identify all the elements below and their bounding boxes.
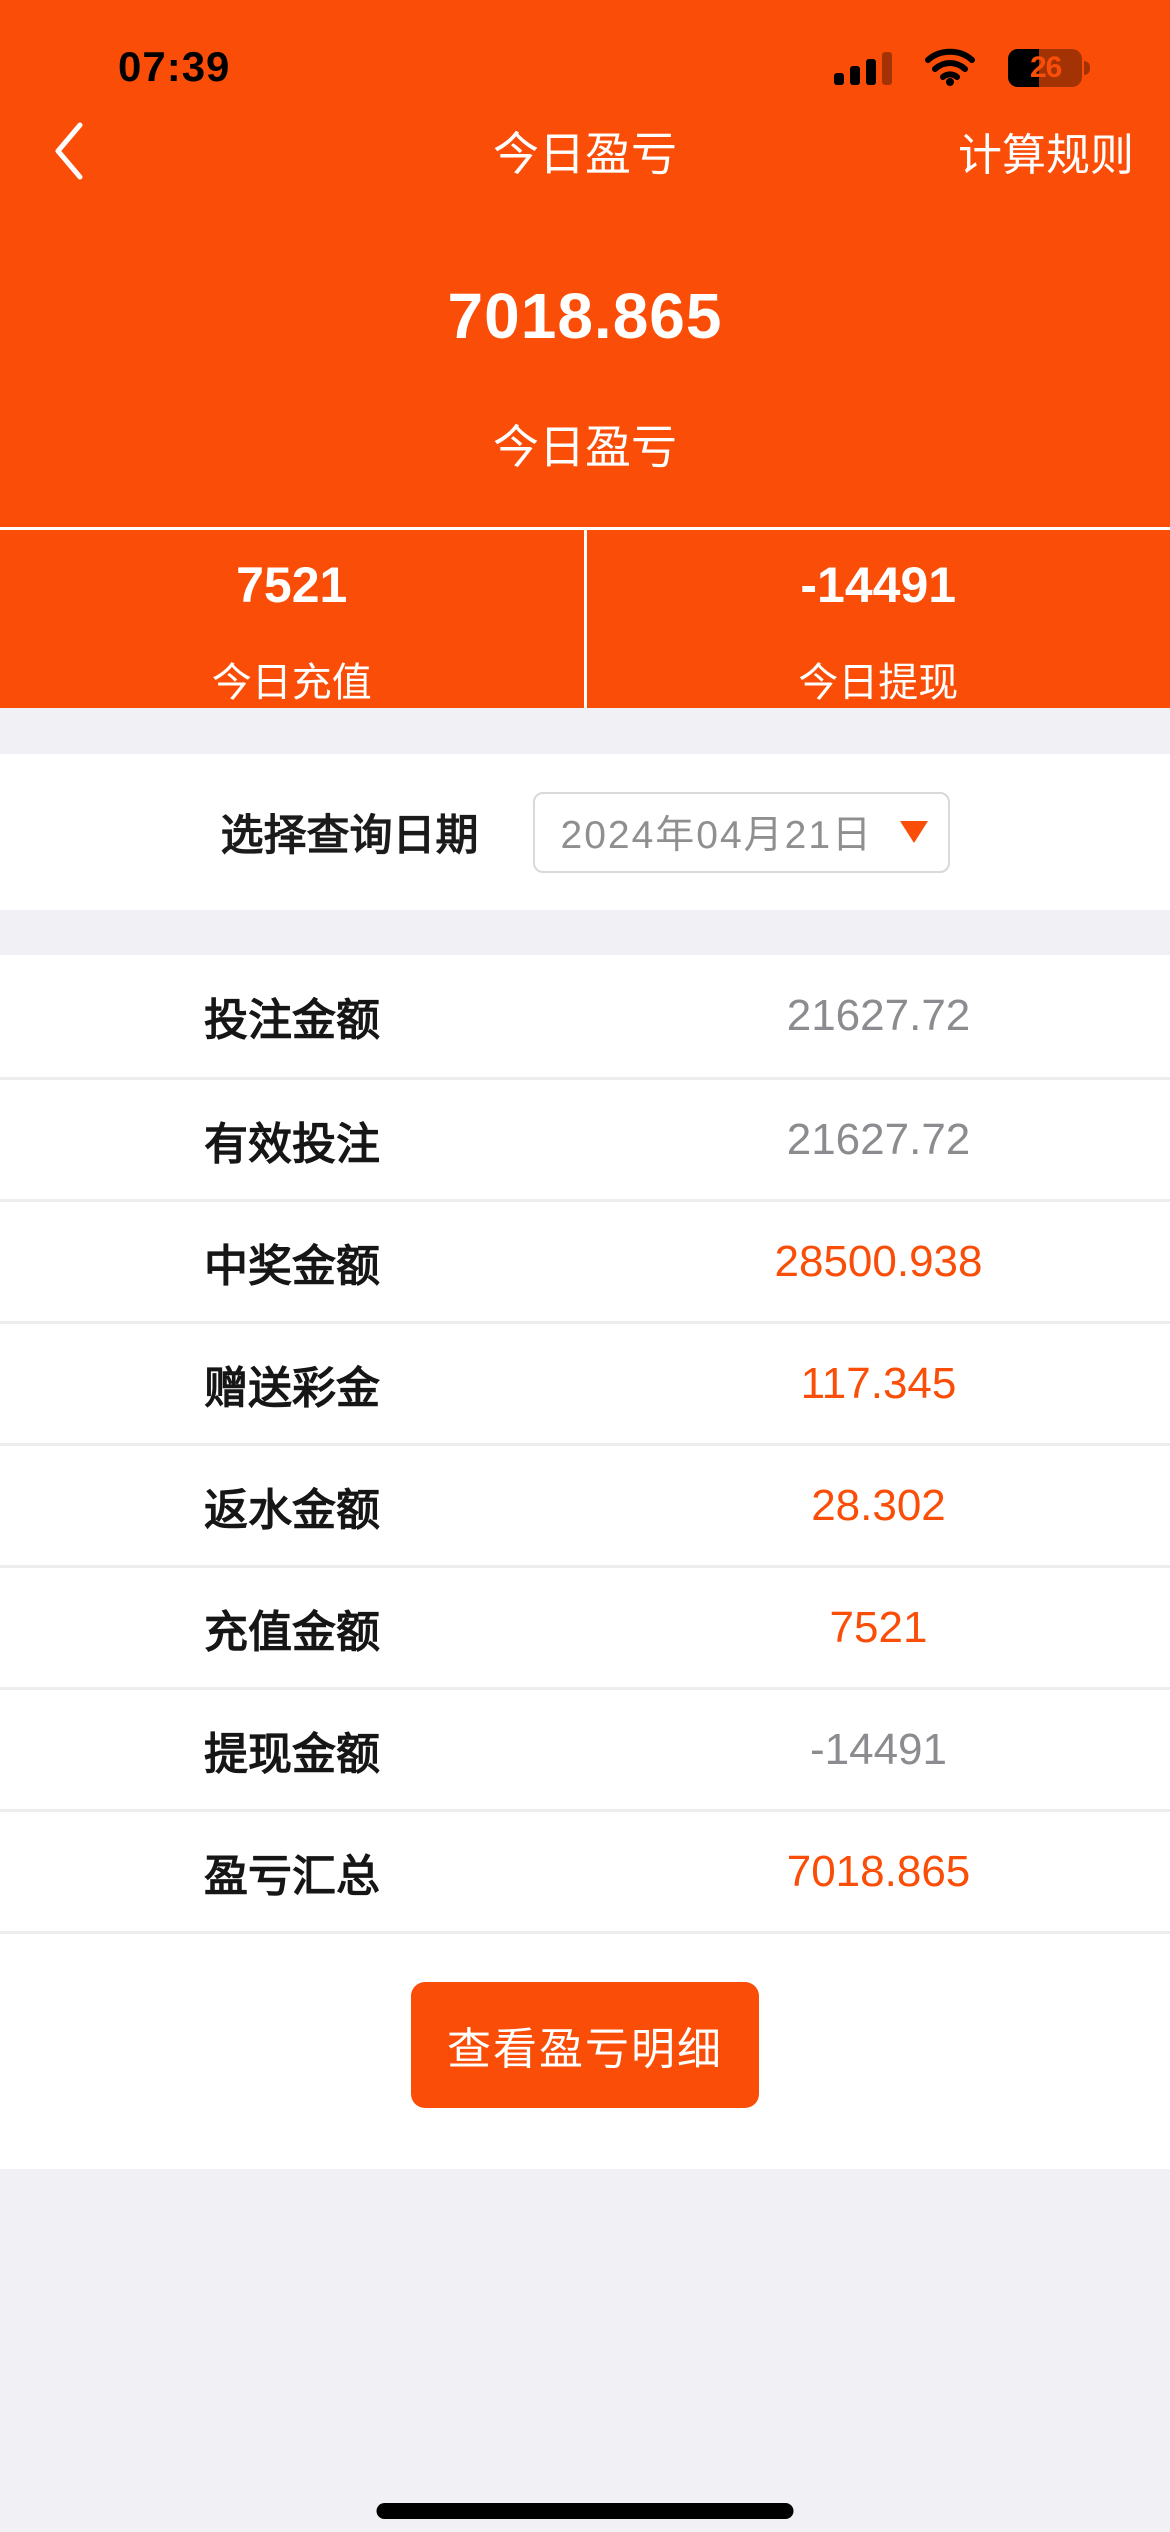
table-row: 中奖金额 28500.938	[0, 1199, 1170, 1321]
profit-header: 07:39 26	[0, 0, 1170, 709]
header-divider	[0, 527, 1170, 531]
table-row: 返水金额 28.302	[0, 1443, 1170, 1565]
status-icons: 26	[834, 46, 1090, 91]
row-value: 7521	[829, 1602, 928, 1652]
recharge-value: 7521	[236, 557, 348, 614]
row-value: 28500.938	[774, 1236, 983, 1286]
status-time: 07:39	[118, 42, 231, 90]
row-value: 21627.72	[786, 991, 971, 1040]
today-recharge: 7521 今日充值	[0, 530, 587, 709]
row-value: 21627.72	[786, 1114, 971, 1164]
row-value: 28.302	[811, 1480, 946, 1530]
nav-bar: 今日盈亏 计算规则	[0, 97, 1170, 205]
row-label: 提现金额	[204, 1729, 380, 1779]
table-row: 提现金额 -14491	[0, 1687, 1170, 1809]
chevron-down-icon	[899, 821, 928, 843]
date-select-value: 2024年04月21日	[560, 814, 874, 857]
battery-icon: 26	[1008, 49, 1090, 88]
row-label: 投注金额	[204, 996, 380, 1045]
date-query-row: 选择查询日期 2024年04月21日	[0, 754, 1170, 910]
withdraw-value: -14491	[800, 557, 957, 614]
table-row: 充值金额 7521	[0, 1565, 1170, 1687]
status-bar: 07:39 26	[0, 0, 1170, 97]
today-profit-label: 今日盈亏	[493, 421, 677, 474]
cellular-signal-icon	[834, 51, 892, 86]
table-row: 盈亏汇总 7018.865	[0, 1809, 1170, 1931]
spacer	[0, 910, 1170, 955]
row-label: 赠送彩金	[204, 1363, 380, 1413]
row-value: -14491	[809, 1724, 947, 1774]
chevron-left-icon	[55, 122, 83, 180]
spacer	[0, 708, 1170, 754]
recharge-label: 今日充值	[211, 661, 372, 706]
back-button[interactable]	[52, 116, 112, 186]
today-stats: 7521 今日充值 -14491 今日提现	[0, 530, 1170, 709]
withdraw-label: 今日提现	[798, 661, 959, 706]
page-title: 今日盈亏	[493, 127, 677, 180]
table-row: 投注金额 21627.72	[0, 955, 1170, 1077]
view-profit-details-button[interactable]: 查看盈亏明细	[411, 1982, 759, 2108]
battery-percent: 26	[1030, 51, 1062, 85]
wifi-icon	[924, 46, 976, 91]
table-row: 赠送彩金 117.345	[0, 1321, 1170, 1443]
table-row: 有效投注 21627.72	[0, 1077, 1170, 1199]
date-query-label: 选择查询日期	[220, 812, 479, 860]
row-label: 中奖金额	[204, 1241, 380, 1291]
row-label: 盈亏汇总	[204, 1851, 380, 1901]
home-indicator[interactable]	[376, 2503, 794, 2519]
date-select[interactable]: 2024年04月21日	[532, 791, 950, 873]
row-label: 充值金额	[204, 1607, 380, 1657]
row-value: 7018.865	[786, 1846, 971, 1896]
row-label: 返水金额	[204, 1485, 380, 1535]
today-withdraw: -14491 今日提现	[587, 530, 1170, 708]
button-section: 查看盈亏明细	[0, 1931, 1170, 2169]
footer	[0, 2169, 1170, 2532]
today-profit-value: 7018.865	[447, 280, 723, 353]
row-value: 117.345	[800, 1358, 957, 1408]
row-label: 有效投注	[204, 1119, 380, 1169]
profit-detail-table: 投注金额 21627.72 有效投注 21627.72 中奖金额 28500.9…	[0, 955, 1170, 1931]
calc-rules-link[interactable]: 计算规则	[958, 130, 1134, 180]
